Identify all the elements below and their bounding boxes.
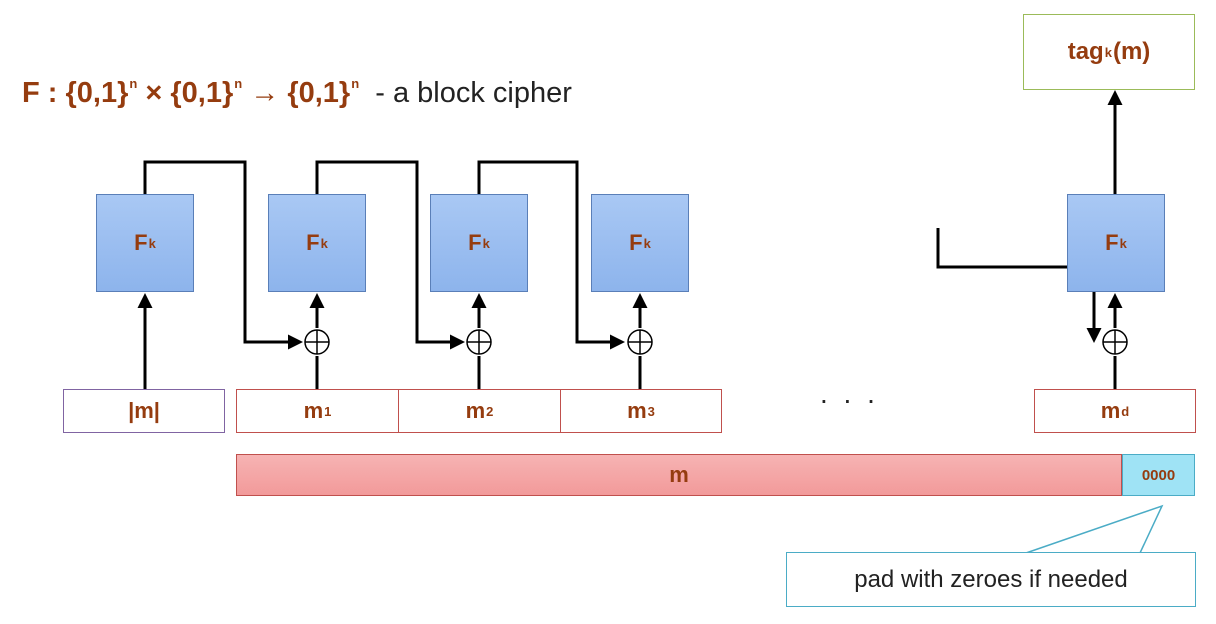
length-block: |m| xyxy=(63,389,225,433)
padding-bar: 0000 xyxy=(1122,454,1195,496)
padding-callout: pad with zeroes if needed xyxy=(786,552,1196,607)
title-math: F : {0,1}n × {0,1}n → {0,1}n xyxy=(22,76,360,109)
ellipsis: . . . xyxy=(820,378,879,409)
chain-to-xord xyxy=(936,228,1102,343)
xor-symbol-3 xyxy=(627,329,653,355)
chain-f1-to-xor1 xyxy=(143,160,303,350)
xor-symbol-d xyxy=(1102,329,1128,355)
message-bar: m xyxy=(236,454,1122,496)
chain-f2-to-xor2 xyxy=(315,160,465,350)
callout-pointer xyxy=(1025,504,1164,554)
tag-output-box: tag k (m) xyxy=(1023,14,1195,90)
chain-f3-to-xor3 xyxy=(477,160,625,350)
xor-symbol-1 xyxy=(304,329,330,355)
title: F : {0,1}n × {0,1}n → {0,1}n - a block c… xyxy=(22,76,572,110)
title-description: - a block cipher xyxy=(375,77,572,109)
xor-symbol-2 xyxy=(466,329,492,355)
